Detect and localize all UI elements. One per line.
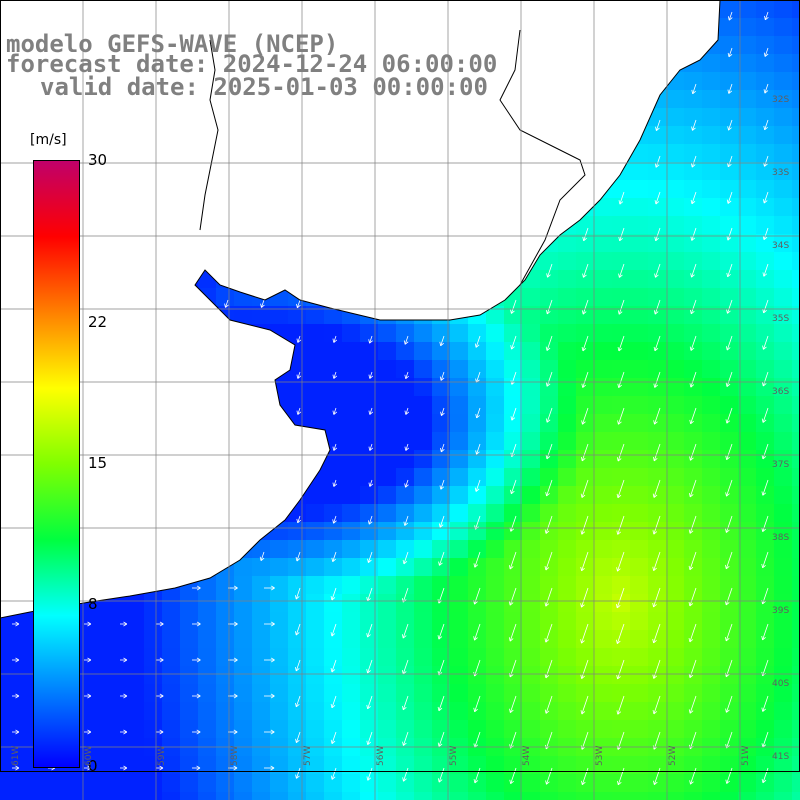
colorbar-tick-label: 30	[88, 151, 108, 169]
colorbar-unit: [m/s]	[30, 132, 67, 148]
lat-label: 35S	[772, 314, 790, 324]
lon-label: 58W	[230, 745, 240, 766]
lat-label: 40S	[772, 679, 790, 689]
lon-label: 61W	[11, 745, 21, 766]
lat-label: 39S	[772, 606, 790, 616]
lat-label: 34S	[772, 241, 790, 251]
lon-label: 57W	[303, 745, 313, 766]
lon-label: 60W	[84, 745, 94, 766]
lat-label: 41S	[772, 752, 790, 762]
forecast-date: forecast date: 2024-12-24 06:00:00	[6, 50, 498, 78]
valid-date: valid date: 2025-01-03 00:00:00	[40, 73, 488, 101]
lat-label: 36S	[772, 387, 790, 397]
model-title: modelo GEFS-WAVE (NCEP)	[6, 30, 339, 58]
lat-label: 37S	[772, 460, 790, 470]
river-line	[499, 29, 586, 286]
colorbar-tick-label: 8	[88, 595, 98, 614]
lon-label: 55W	[449, 745, 459, 766]
colorbar-tick-label: 0	[88, 757, 98, 775]
lon-label: 56W	[376, 745, 386, 766]
lat-label: 33S	[772, 168, 790, 178]
colorbar	[33, 160, 80, 768]
lat-label: 38S	[772, 533, 790, 543]
colorbar-tick-label: 15	[88, 454, 108, 472]
lon-label: 54W	[522, 745, 532, 766]
colorbar-tick-label: 22	[88, 312, 108, 331]
lon-label: 51W	[741, 745, 751, 766]
lon-label: 53W	[595, 745, 605, 766]
lon-label: 59W	[157, 745, 167, 766]
lat-label: 32S	[772, 95, 790, 105]
border-line	[199, 39, 219, 231]
lon-label: 52W	[668, 745, 678, 766]
